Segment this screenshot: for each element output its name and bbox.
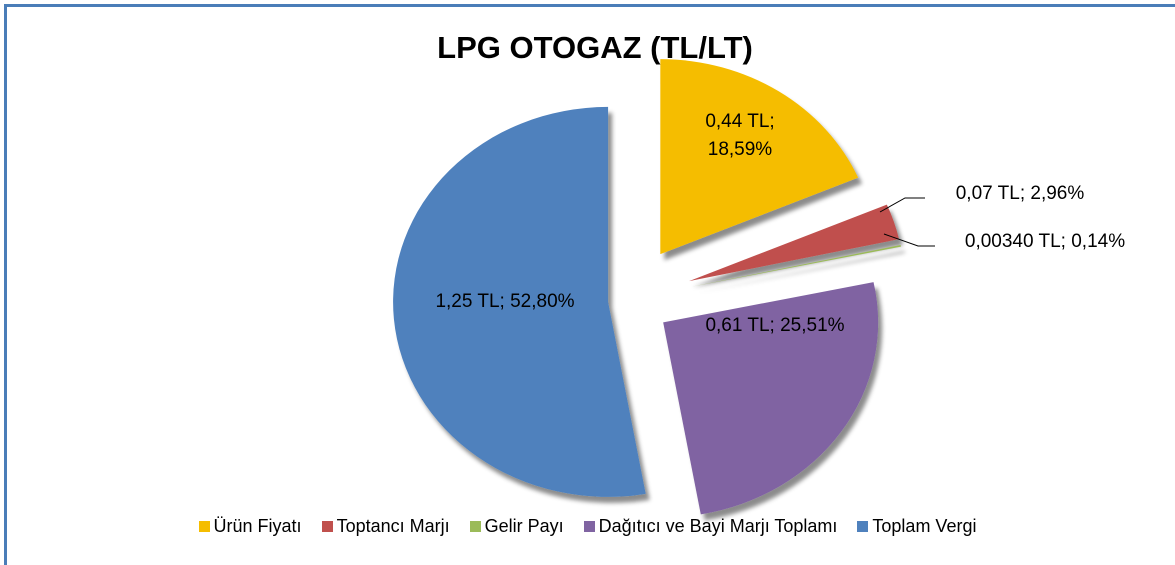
legend-item: Dağıtıcı ve Bayi Marjı Toplamı xyxy=(583,516,838,537)
data-label: 0,07 TL; 2,96% xyxy=(955,183,1085,204)
data-label: 0,61 TL; 25,51% xyxy=(705,315,845,336)
chart-title: LPG OTOGAZ (TL/LT) xyxy=(437,30,753,65)
legend-label: Toplam Vergi xyxy=(872,516,977,536)
data-label: 0,00340 TL; 0,14% xyxy=(964,231,1126,252)
pie-slice xyxy=(393,106,646,497)
leader-line xyxy=(879,197,925,213)
legend-label: Dağıtıcı ve Bayi Marjı Toplamı xyxy=(598,516,838,536)
data-label: 1,25 TL; 52,80% xyxy=(435,291,575,312)
legend-item: Ürün Fiyatı xyxy=(198,516,302,537)
legend-swatch xyxy=(198,521,210,532)
pie-slice xyxy=(660,59,859,255)
pie-slice xyxy=(690,244,901,287)
legend-label: Toptancı Marjı xyxy=(336,516,450,536)
leader-line xyxy=(883,233,935,247)
legend-swatch xyxy=(583,521,595,532)
legend-item: Gelir Payı xyxy=(469,516,564,537)
pie-slice xyxy=(689,204,900,282)
legend-item: Toptancı Marjı xyxy=(321,516,450,537)
frame xyxy=(4,4,1175,565)
legend-swatch xyxy=(857,521,869,532)
legend: Ürün Fiyatı Toptancı Marjı Gelir Payı Dağıt… xyxy=(0,516,1175,537)
data-label: 0,44 TL; 18,59% xyxy=(705,111,775,160)
legend-swatch xyxy=(321,521,333,532)
legend-label: Ürün Fiyatı xyxy=(213,516,302,536)
legend-label: Gelir Payı xyxy=(484,516,564,536)
legend-swatch xyxy=(469,521,481,532)
legend-item: Toplam Vergi xyxy=(857,516,976,537)
pie-slice xyxy=(663,282,879,515)
